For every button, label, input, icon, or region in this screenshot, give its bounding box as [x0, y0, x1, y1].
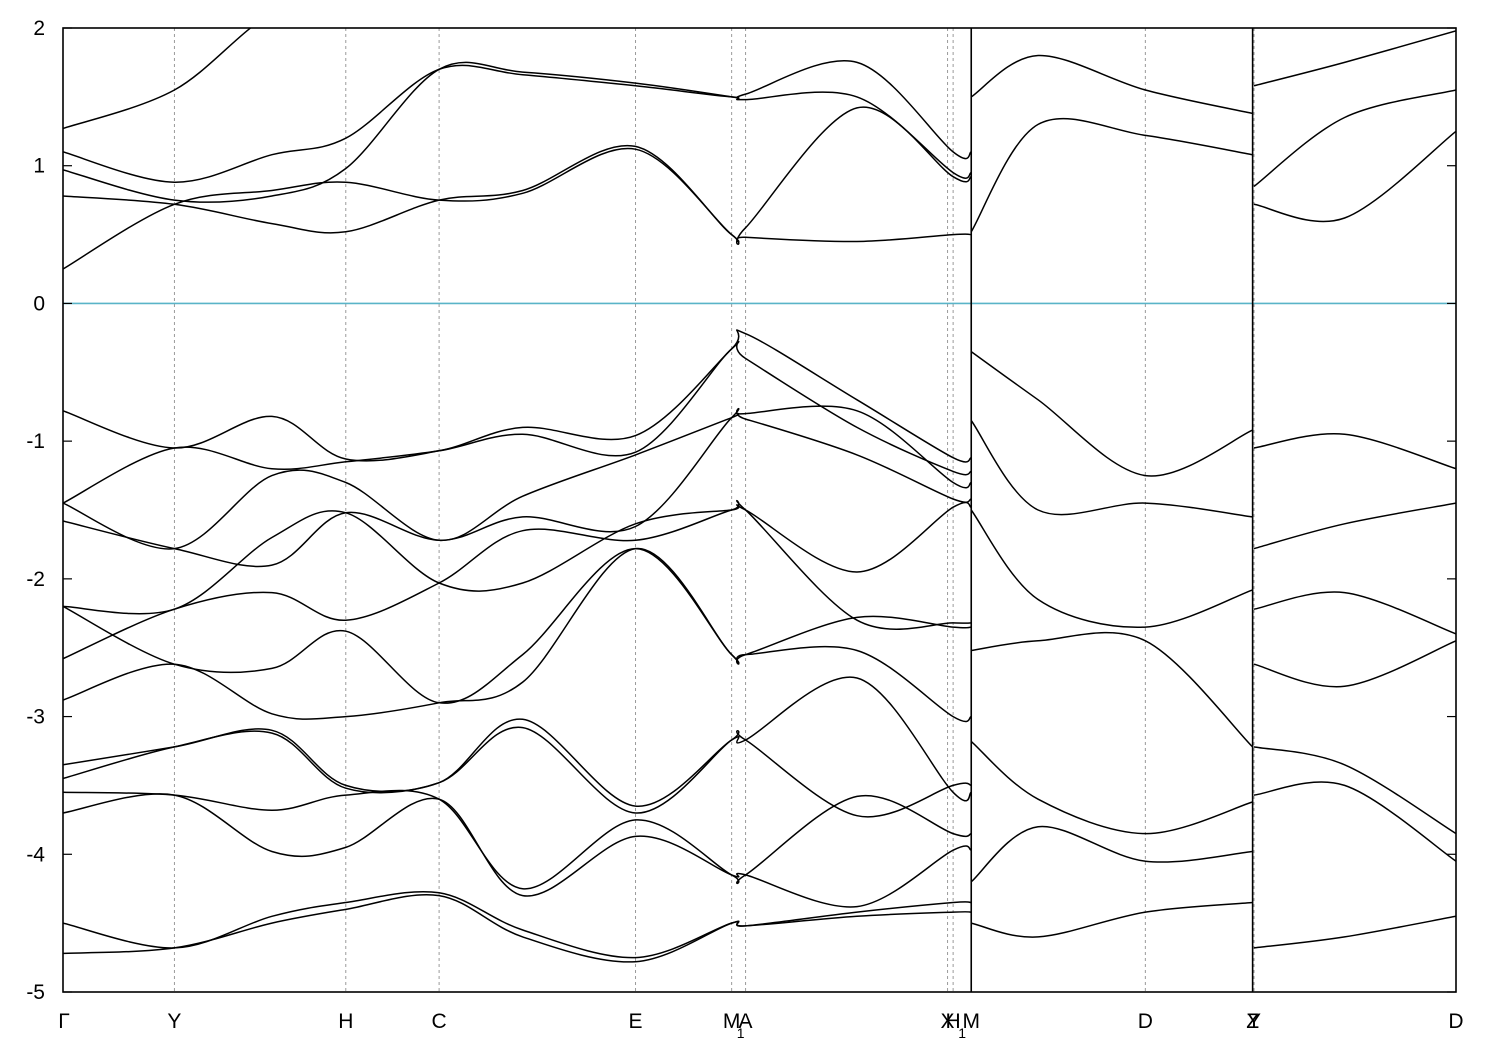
band-line-1 — [63, 340, 972, 504]
band-line-34 — [1253, 915, 1456, 949]
kpoint-label: H — [946, 1010, 961, 1033]
band-line-37 — [1253, 30, 1456, 87]
band-line-15 — [63, 106, 972, 245]
bands-layer — [63, 28, 1456, 963]
band-line-29 — [1253, 502, 1456, 550]
grid-layer — [63, 28, 1456, 992]
band-line-19 — [970, 350, 1253, 477]
kpoint-label: C — [432, 1010, 447, 1033]
band-line-2 — [63, 405, 972, 550]
band-line-4 — [63, 501, 972, 615]
y-tick-label: -5 — [26, 981, 45, 1004]
kpoint-sublabel: 1 — [737, 1025, 745, 1041]
y-tick-label: 2 — [33, 17, 45, 40]
kpoint-label: A — [739, 1010, 753, 1033]
y-tick-label: -4 — [26, 843, 45, 866]
band-line-23 — [970, 740, 1253, 835]
y-tick-label: -3 — [26, 706, 45, 729]
kpoint-label: E — [629, 1010, 643, 1033]
band-line-16 — [63, 61, 972, 203]
band-line-11 — [63, 793, 972, 908]
band-line-20 — [970, 420, 1253, 518]
kpoint-label: H — [338, 1010, 353, 1033]
band-line-36 — [1253, 89, 1456, 187]
kpoint-label: X — [941, 1010, 955, 1033]
band-line-8 — [63, 676, 972, 807]
kpoint-label: Γ — [58, 1010, 70, 1033]
band-line-18 — [63, 28, 252, 130]
band-line-12 — [63, 890, 972, 959]
kpoint-label: D — [1448, 1010, 1463, 1033]
y-tick-label: -2 — [26, 568, 45, 591]
band-line-0 — [63, 329, 972, 463]
band-line-21 — [970, 509, 1253, 629]
band-line-5 — [63, 499, 972, 660]
band-line-32 — [1253, 746, 1456, 835]
kpoint-label: M — [962, 1010, 980, 1033]
band-line-35 — [1253, 130, 1456, 223]
y-tick-label: 0 — [33, 292, 45, 315]
band-line-14 — [63, 147, 972, 270]
band-line-22 — [971, 631, 1254, 748]
kpoint-sublabel: 1 — [958, 1025, 966, 1041]
band-line-27 — [970, 54, 1253, 115]
kpoint-label: Y — [167, 1010, 181, 1033]
kpoint-label: M — [723, 1010, 741, 1033]
band-line-31 — [1253, 640, 1456, 688]
band-line-28 — [1253, 433, 1456, 470]
band-line-30 — [1253, 591, 1456, 635]
kpoint-label: Z — [1246, 1010, 1259, 1033]
band-line-24 — [970, 825, 1253, 883]
band-line-26 — [970, 117, 1253, 233]
band-line-9 — [63, 726, 972, 818]
kpoint-label: Y — [1247, 1010, 1261, 1033]
band-line-7 — [63, 547, 972, 723]
band-line-13 — [63, 893, 972, 963]
y-tick-label: 1 — [33, 155, 45, 178]
band-line-6 — [63, 547, 972, 704]
band-line-33 — [1253, 781, 1456, 862]
kpoint-label: D — [1138, 1010, 1153, 1033]
band-line-10 — [63, 789, 972, 890]
band-line-3 — [63, 407, 972, 568]
band-line-17 — [63, 60, 972, 183]
band-series-group — [63, 28, 1456, 963]
band-line-25 — [971, 901, 1253, 938]
plot-frame — [62, 27, 1457, 993]
y-tick-label: -1 — [26, 430, 45, 453]
